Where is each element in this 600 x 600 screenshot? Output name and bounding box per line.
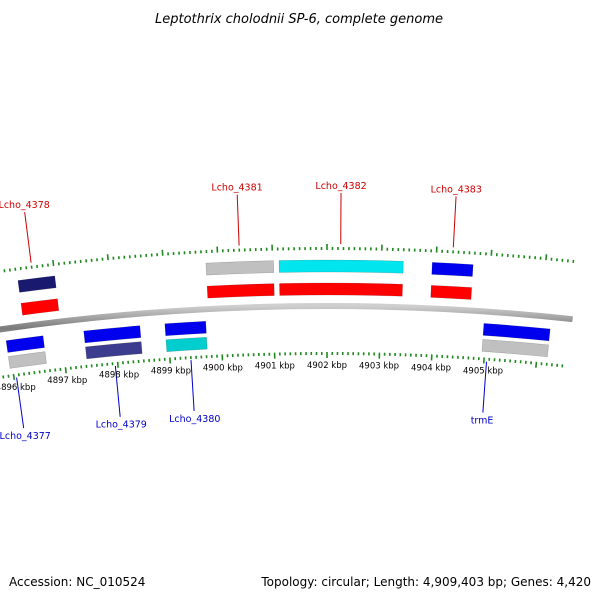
inner-major-tick xyxy=(535,361,538,368)
gene-labels: Lcho_4378 Lcho_4381 Lcho_4382 Lcho_4383 Lcho… xyxy=(0,181,493,442)
outer-major-tick xyxy=(52,259,55,267)
gene-label-leader xyxy=(16,377,25,429)
scale-label: 4905 kbp xyxy=(463,366,503,376)
gene-label: Lcho_4379 xyxy=(96,420,147,431)
scale-ticks xyxy=(0,244,575,381)
gene-label-leader xyxy=(236,194,240,246)
scale-label: 4897 kbp xyxy=(47,376,87,386)
genome-summary: Topology: circular; Length: 4,909,403 bp… xyxy=(260,575,591,589)
top-feature-outer xyxy=(431,262,474,277)
inner-major-tick xyxy=(64,367,67,374)
scale-label: 4903 kbp xyxy=(359,362,399,372)
inner-major-tick xyxy=(116,361,119,368)
scale-label: 4898 kbp xyxy=(99,371,139,381)
gene-label: Lcho_4382 xyxy=(315,181,366,192)
gene-label-leader xyxy=(190,360,195,412)
gene-label: Lcho_4381 xyxy=(211,183,262,194)
outer-major-tick xyxy=(106,254,109,261)
gene-label: Lcho_4380 xyxy=(169,414,220,425)
gene-label-leader xyxy=(452,196,457,248)
gene-label: Lcho_4377 xyxy=(0,431,51,442)
bottom-feature-inner xyxy=(165,336,208,352)
bottom-feature-outer xyxy=(83,325,142,344)
scale-label: 4902 kbp xyxy=(307,361,347,371)
scale-label: 4896 kbp xyxy=(0,383,36,393)
gene-label: Lcho_4378 xyxy=(0,200,50,211)
gene-label-leaders xyxy=(16,193,487,429)
bottom-feature-outer xyxy=(5,335,45,353)
top-feature-inner xyxy=(430,285,472,300)
gene-label-leader xyxy=(114,365,121,417)
scale-label: 4899 kbp xyxy=(151,366,191,376)
top-feature-outer xyxy=(278,259,404,274)
scale-label: 4901 kbp xyxy=(255,362,295,372)
bottom-feature-inner xyxy=(85,341,143,360)
top-feature-inner xyxy=(279,282,403,297)
outer-major-tick xyxy=(545,254,548,261)
top-feature-outer xyxy=(205,260,275,276)
bottom-feature-outer xyxy=(164,320,207,337)
bottom-feature-inner xyxy=(8,351,47,369)
accession-label: Accession: NC_010524 xyxy=(9,575,145,589)
inner-major-tick xyxy=(12,373,16,381)
gene-label: Lcho_4383 xyxy=(431,184,482,195)
top-feature-inner xyxy=(20,298,60,316)
top-feature-inner xyxy=(206,283,275,299)
genome-title: Leptothrix cholodnii SP-6, complete geno… xyxy=(155,12,443,27)
scale-label: 4904 kbp xyxy=(411,363,451,373)
scale-label: 4900 kbp xyxy=(203,363,243,373)
top-feature-outer xyxy=(17,275,57,293)
genome-backbone xyxy=(0,303,573,333)
gene-features xyxy=(5,259,551,369)
gene-label-leader xyxy=(24,211,32,263)
gene-label-leader xyxy=(482,361,487,413)
bottom-feature-inner xyxy=(481,339,549,358)
bottom-feature-outer xyxy=(482,323,551,342)
gene-label: trmE xyxy=(471,416,494,427)
